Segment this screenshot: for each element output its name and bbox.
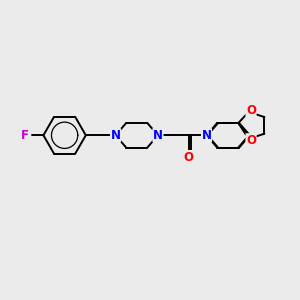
Text: O: O [246, 104, 256, 117]
Text: O: O [246, 134, 256, 147]
Text: N: N [153, 129, 163, 142]
Text: N: N [202, 129, 212, 142]
Text: F: F [21, 129, 29, 142]
Text: O: O [184, 151, 194, 164]
Text: N: N [110, 129, 121, 142]
